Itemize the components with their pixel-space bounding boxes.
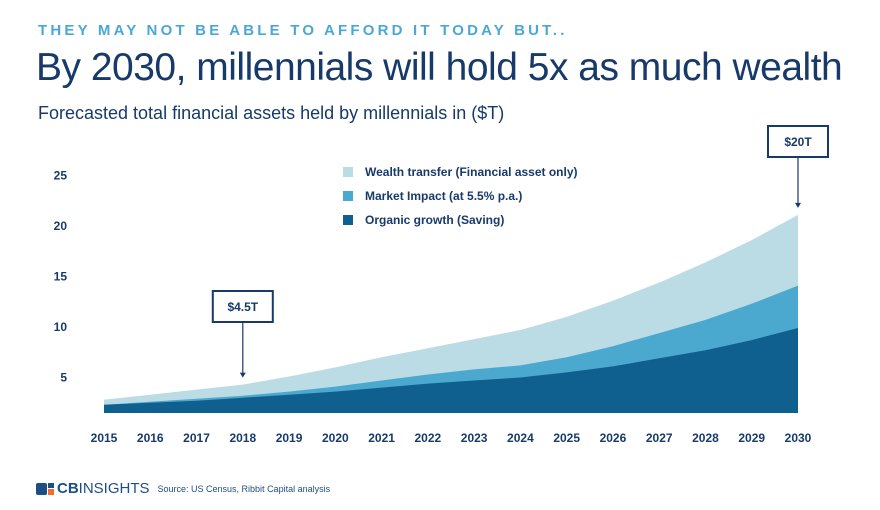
legend-label: Market Impact (at 5.5% p.a.) bbox=[365, 189, 522, 203]
y-tick-label: 5 bbox=[60, 371, 67, 385]
annotation-label: $4.5T bbox=[227, 300, 258, 314]
arrow-head-icon bbox=[239, 372, 246, 378]
y-tick-label: 10 bbox=[54, 320, 68, 334]
x-tick-label: 2025 bbox=[553, 431, 580, 445]
legend-swatch bbox=[343, 191, 353, 201]
annotation-box bbox=[211, 290, 274, 323]
annotation-label: $20T bbox=[784, 135, 812, 149]
logo-icon bbox=[36, 482, 54, 495]
x-tick-label: 2030 bbox=[785, 431, 812, 445]
x-tick-label: 2028 bbox=[692, 431, 719, 445]
legend-label: Organic growth (Saving) bbox=[365, 213, 504, 227]
x-tick-label: 2018 bbox=[229, 431, 256, 445]
x-tick-label: 2020 bbox=[322, 431, 349, 445]
kicker: THEY MAY NOT BE ABLE TO AFFORD IT TODAY … bbox=[38, 22, 568, 39]
x-tick-label: 2024 bbox=[507, 431, 534, 445]
x-tick-label: 2015 bbox=[91, 431, 118, 445]
x-tick-label: 2016 bbox=[137, 431, 164, 445]
x-tick-label: 2019 bbox=[276, 431, 303, 445]
x-tick-label: 2027 bbox=[646, 431, 673, 445]
y-tick-label: 20 bbox=[54, 219, 68, 233]
subtitle: Forecasted total financial assets held b… bbox=[38, 103, 505, 123]
legend-swatch bbox=[343, 167, 353, 177]
x-tick-label: 2026 bbox=[600, 431, 627, 445]
footer: CBINSIGHTS Source: US Census, Ribbit Cap… bbox=[36, 480, 330, 497]
area-organic bbox=[104, 328, 798, 413]
annotation-box bbox=[767, 125, 829, 158]
x-tick-label: 2023 bbox=[461, 431, 488, 445]
x-tick-label: 2021 bbox=[368, 431, 395, 445]
legend-swatch bbox=[343, 215, 353, 225]
y-tick-label: 15 bbox=[54, 270, 68, 284]
x-tick-label: 2022 bbox=[415, 431, 442, 445]
arrow-head-icon bbox=[795, 202, 801, 208]
y-tick-label: 25 bbox=[54, 169, 68, 183]
cbinsights-logo: CBINSIGHTS bbox=[36, 480, 150, 497]
page-title: By 2030, millennials will hold 5x as muc… bbox=[36, 46, 843, 89]
legend-label: Wealth transfer (Financial asset only) bbox=[365, 165, 578, 179]
x-tick-label: 2029 bbox=[738, 431, 765, 445]
x-tick-label: 2017 bbox=[183, 431, 210, 445]
source-note: Source: US Census, Ribbit Capital analys… bbox=[157, 483, 331, 494]
